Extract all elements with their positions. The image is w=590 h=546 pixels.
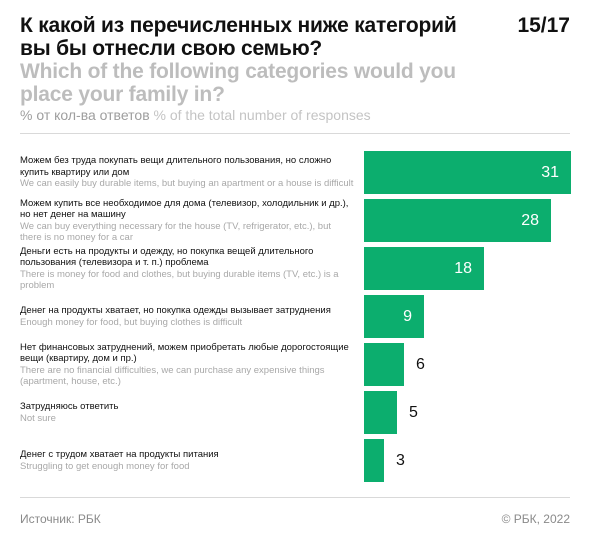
category-label-en: There is money for food and clothes, but… bbox=[20, 268, 339, 292]
subtitle-ru: % от кол-ва ответов bbox=[20, 107, 150, 123]
source-note: Источник: РБК bbox=[20, 512, 101, 526]
category-label: Денег на продукты хватает, но покупка од… bbox=[20, 305, 355, 328]
page-number: 15/17 bbox=[517, 14, 570, 37]
category-label-ru: Деньги есть на продукты и одежду, но пок… bbox=[20, 245, 314, 269]
bar bbox=[364, 343, 404, 386]
category-label-en: There are no financial difficulties, we … bbox=[20, 364, 325, 388]
category-label-ru: Можем без труда покупать вещи длительног… bbox=[20, 155, 332, 178]
bar-value-label: 9 bbox=[403, 307, 412, 325]
category-label-en: Not sure bbox=[20, 412, 56, 424]
category-label-en: We can buy everything necessary for the … bbox=[20, 220, 332, 244]
bar bbox=[364, 199, 551, 242]
category-label-en: We can easily buy durable items, but buy… bbox=[20, 178, 354, 189]
chart-subtitle: % от кол-ва ответов % of the total numbe… bbox=[20, 107, 371, 123]
category-label: Деньги есть на продукты и одежду, но пок… bbox=[20, 246, 355, 292]
category-label-ru: Денег с трудом хватает на продукты питан… bbox=[20, 449, 219, 460]
bar bbox=[364, 247, 484, 290]
bar-value-label: 18 bbox=[454, 259, 472, 277]
bar bbox=[364, 439, 384, 482]
category-label-ru: Можем купить все необходимое для дома (т… bbox=[20, 197, 349, 221]
bar-value-label: 3 bbox=[396, 451, 405, 469]
category-label: Можем купить все необходимое для дома (т… bbox=[20, 198, 355, 244]
category-label: Можем без труда покупать вещи длительног… bbox=[20, 155, 355, 190]
bar-value-label: 5 bbox=[409, 403, 418, 421]
category-label-en: Struggling to get enough money for food bbox=[20, 460, 190, 472]
bottom-divider bbox=[20, 497, 570, 498]
category-label: Затрудняюсь ответить Not sure bbox=[20, 401, 355, 424]
category-label: Нет финансовых затруднений, можем приобр… bbox=[20, 342, 355, 388]
top-divider bbox=[20, 133, 570, 134]
bar-value-label: 28 bbox=[521, 211, 539, 229]
category-label-ru: Затрудняюсь ответить bbox=[20, 401, 119, 412]
bar-value-label: 31 bbox=[541, 163, 559, 181]
category-label: Денег с трудом хватает на продукты питан… bbox=[20, 449, 355, 472]
subtitle-en: % of the total number of responses bbox=[153, 107, 371, 123]
chart-title-en: Which of the following categories would … bbox=[20, 60, 456, 106]
category-label-ru: Нет финансовых затруднений, можем приобр… bbox=[20, 341, 349, 365]
category-label-ru: Денег на продукты хватает, но покупка од… bbox=[20, 305, 331, 316]
bar bbox=[364, 391, 397, 434]
bar bbox=[364, 151, 571, 194]
category-label-en: Enough money for food, but buying clothe… bbox=[20, 316, 243, 328]
bar bbox=[364, 295, 424, 338]
chart-title-ru: К какой из перечисленных ниже категорий … bbox=[20, 14, 457, 60]
copyright-note: © РБК, 2022 bbox=[501, 512, 570, 526]
bar-value-label: 6 bbox=[416, 355, 425, 373]
